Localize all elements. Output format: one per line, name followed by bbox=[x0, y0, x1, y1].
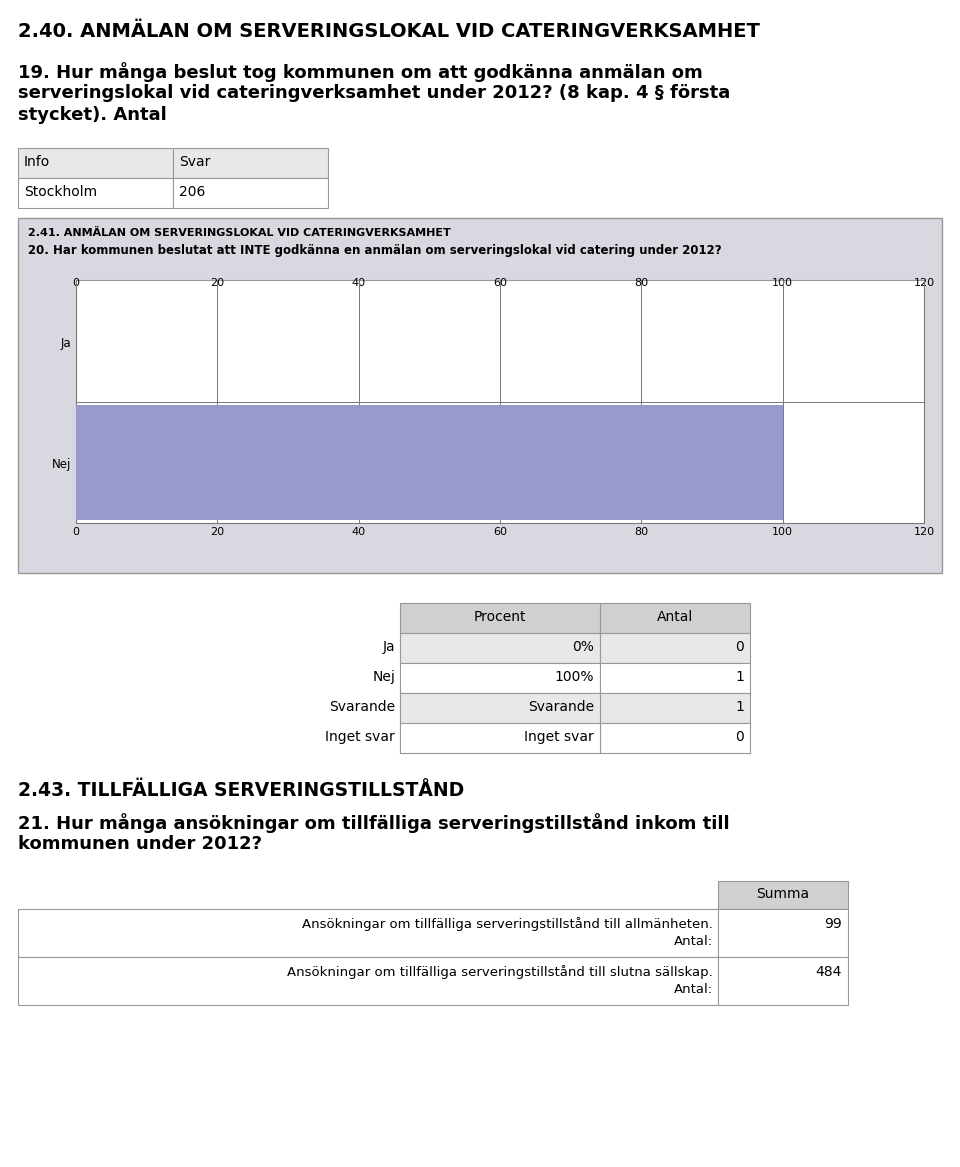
Text: serveringslokal vid cateringverksamhet under 2012? (8 kap. 4 § första: serveringslokal vid cateringverksamhet u… bbox=[18, 84, 731, 102]
Text: 60: 60 bbox=[493, 278, 507, 288]
Text: Antal:: Antal: bbox=[674, 983, 713, 995]
Bar bbox=[718, 881, 848, 909]
Text: 120: 120 bbox=[913, 527, 935, 537]
Text: Inget svar: Inget svar bbox=[325, 731, 395, 745]
Bar bbox=[400, 663, 600, 693]
Bar bbox=[18, 179, 173, 208]
Text: Ja: Ja bbox=[382, 640, 395, 654]
Text: 80: 80 bbox=[635, 278, 648, 288]
Text: 21. Hur många ansökningar om tillfälliga serveringstillstånd inkom till: 21. Hur många ansökningar om tillfälliga… bbox=[18, 813, 730, 833]
Text: 100: 100 bbox=[772, 278, 793, 288]
Text: 20: 20 bbox=[210, 527, 225, 537]
Text: 60: 60 bbox=[493, 527, 507, 537]
Bar bbox=[76, 405, 782, 520]
Bar bbox=[600, 603, 750, 633]
Text: 40: 40 bbox=[351, 527, 366, 537]
Text: 0: 0 bbox=[73, 278, 80, 288]
Bar bbox=[718, 909, 848, 957]
Bar bbox=[600, 693, 750, 724]
Text: 2.40. ANMÄLAN OM SERVERINGSLOKAL VID CATERINGVERKSAMHET: 2.40. ANMÄLAN OM SERVERINGSLOKAL VID CAT… bbox=[18, 22, 760, 41]
Bar bbox=[18, 218, 942, 573]
Text: 0: 0 bbox=[735, 640, 744, 654]
Text: 80: 80 bbox=[635, 527, 648, 537]
Text: 120: 120 bbox=[913, 278, 935, 288]
Bar bbox=[76, 280, 924, 523]
Bar bbox=[173, 179, 328, 208]
Bar bbox=[718, 957, 848, 1005]
Text: 100%: 100% bbox=[555, 670, 594, 684]
Text: Svarande: Svarande bbox=[329, 700, 395, 714]
Bar bbox=[400, 693, 600, 724]
Text: Ansökningar om tillfälliga serveringstillstånd till allmänheten.: Ansökningar om tillfälliga serveringstil… bbox=[302, 917, 713, 931]
Text: Svarande: Svarande bbox=[528, 700, 594, 714]
Bar bbox=[18, 957, 718, 1005]
Text: 19. Hur många beslut tog kommunen om att godkänna anmälan om: 19. Hur många beslut tog kommunen om att… bbox=[18, 62, 703, 82]
Bar bbox=[400, 693, 600, 724]
Text: 2.43. TILLFÄLLIGA SERVERINGSTILLSTÅND: 2.43. TILLFÄLLIGA SERVERINGSTILLSTÅND bbox=[18, 781, 465, 801]
Bar bbox=[600, 724, 750, 753]
Bar bbox=[18, 909, 718, 957]
Text: Antal:: Antal: bbox=[674, 935, 713, 948]
Text: kommunen under 2012?: kommunen under 2012? bbox=[18, 836, 262, 853]
Text: Info: Info bbox=[24, 155, 50, 169]
Text: Ansökningar om tillfälliga serveringstillstånd till slutna sällskap.: Ansökningar om tillfälliga serveringstil… bbox=[287, 965, 713, 979]
Text: 1: 1 bbox=[735, 700, 744, 714]
Text: 0: 0 bbox=[73, 527, 80, 537]
Text: Procent: Procent bbox=[473, 610, 526, 624]
Text: 100: 100 bbox=[772, 527, 793, 537]
Text: 99: 99 bbox=[825, 917, 842, 931]
Bar bbox=[400, 603, 600, 633]
Bar bbox=[173, 148, 328, 179]
Text: 0: 0 bbox=[735, 731, 744, 745]
Text: Nej: Nej bbox=[372, 670, 395, 684]
Text: 20: 20 bbox=[210, 278, 225, 288]
Text: 0%: 0% bbox=[572, 640, 594, 654]
Bar bbox=[400, 724, 600, 753]
Text: 20. Har kommunen beslutat att INTE godkänna en anmälan om serveringslokal vid ca: 20. Har kommunen beslutat att INTE godkä… bbox=[28, 244, 722, 257]
Text: 40: 40 bbox=[351, 278, 366, 288]
Text: 206: 206 bbox=[179, 186, 205, 200]
Text: Svar: Svar bbox=[179, 155, 210, 169]
Text: Stockholm: Stockholm bbox=[24, 186, 97, 200]
Text: Nej: Nej bbox=[52, 459, 71, 471]
Bar bbox=[400, 724, 600, 753]
Text: Summa: Summa bbox=[756, 887, 809, 901]
Text: Antal: Antal bbox=[657, 610, 693, 624]
Bar bbox=[18, 148, 173, 179]
Text: Inget svar: Inget svar bbox=[524, 731, 594, 745]
Text: 2.41. ANMÄLAN OM SERVERINGSLOKAL VID CATERINGVERKSAMHET: 2.41. ANMÄLAN OM SERVERINGSLOKAL VID CAT… bbox=[28, 228, 451, 238]
Text: Ja: Ja bbox=[60, 337, 71, 350]
Text: 1: 1 bbox=[735, 670, 744, 684]
Bar bbox=[600, 663, 750, 693]
Text: stycket). Antal: stycket). Antal bbox=[18, 106, 167, 124]
Bar bbox=[600, 633, 750, 663]
Text: 484: 484 bbox=[816, 965, 842, 979]
Text: 100%: 100% bbox=[410, 457, 448, 470]
Bar bbox=[400, 633, 600, 663]
